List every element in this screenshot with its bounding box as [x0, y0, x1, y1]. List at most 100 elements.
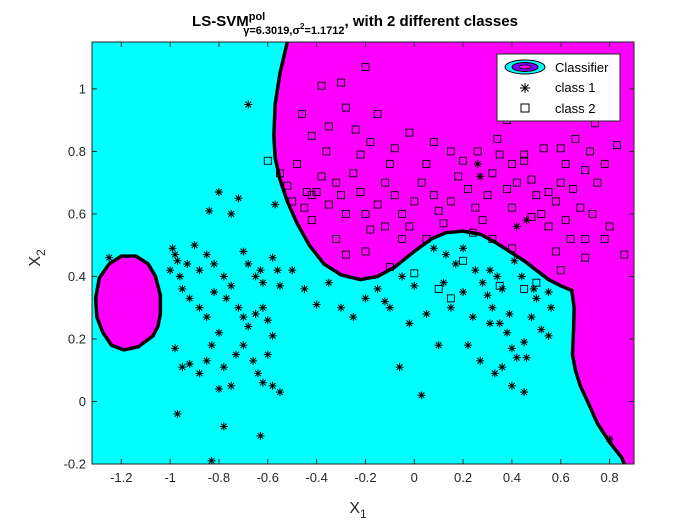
legend-class1-marker: [520, 83, 530, 93]
class2-point-29: [446, 197, 455, 206]
class2-point-81: [612, 141, 621, 150]
class1-point-32: [258, 303, 267, 312]
title-main: LS-SVM: [192, 13, 249, 30]
class1-point-96: [522, 216, 531, 225]
class2-point-59: [317, 81, 326, 90]
class2-point-26: [429, 191, 438, 200]
class2-point-38: [503, 184, 511, 193]
class2-point-8: [317, 172, 326, 181]
class1-point-18: [268, 253, 277, 262]
class2-point-5: [300, 203, 309, 212]
class1-point-105: [605, 434, 614, 443]
class1-point-98: [476, 172, 485, 181]
class2-point-96: [410, 269, 419, 278]
class2-point-86: [551, 247, 560, 256]
axes-box: [91, 41, 635, 465]
class2-point-12: [341, 209, 350, 218]
class1-point-53: [258, 378, 267, 387]
class2-point-111: [561, 216, 570, 225]
class2-point-82: [620, 250, 629, 259]
class1-point-9: [202, 250, 211, 259]
class2-point-99: [341, 250, 350, 259]
class2-point-11: [337, 191, 345, 200]
x-tick-label-2: -0.8: [208, 470, 230, 485]
class1-point-109: [510, 256, 519, 265]
class1-point-69: [373, 284, 382, 293]
title-subscript-end: =1.1712: [304, 25, 344, 37]
class2-point-108: [468, 228, 477, 237]
class1-point-65: [324, 278, 333, 287]
class1-point-21: [178, 284, 187, 293]
class2-point-74: [473, 147, 482, 156]
class1-point-1: [168, 244, 177, 253]
class2-point-54: [600, 159, 609, 168]
class1-point-113: [546, 303, 555, 312]
y-tick-label-1: 0: [79, 394, 86, 409]
class2-point-93: [507, 244, 516, 253]
class1-point-33: [263, 316, 272, 325]
class1-point-62: [288, 266, 297, 275]
class2-point-84: [588, 209, 597, 218]
class1-point-31: [251, 309, 260, 318]
class2-point-18: [381, 178, 389, 187]
class2-point-15: [361, 209, 370, 218]
class2-point-28: [439, 219, 448, 228]
decision-boundary: [272, 42, 626, 464]
class1-point-80: [488, 303, 497, 312]
class1-point-94: [507, 381, 516, 390]
title-subscript: γ=6.3019,σ: [243, 25, 300, 37]
class1-point-63: [300, 284, 309, 293]
class2-point-4: [288, 197, 297, 206]
class1-point-102: [442, 250, 451, 259]
class1-point-76: [459, 288, 468, 297]
class2-point-65: [341, 103, 350, 112]
legend: Classifier class 1 class 2: [496, 53, 621, 122]
class2-point-25: [422, 159, 431, 168]
class1-point-15: [251, 272, 260, 281]
class1-point-97: [512, 222, 521, 231]
class2-point-37: [495, 150, 504, 159]
x-tick-label-6: 0: [411, 470, 418, 485]
class1-point-74: [434, 341, 443, 350]
class2-point-0: [263, 156, 272, 165]
class1-point-86: [527, 313, 536, 322]
class1-point-117: [505, 309, 514, 318]
class1-point-47: [256, 431, 265, 440]
y-tick-label-4: 0.6: [68, 206, 86, 221]
class1-point-43: [178, 363, 187, 372]
class1-point-68: [361, 294, 370, 303]
x-axis-label-main: X: [349, 500, 360, 517]
class1-point-28: [234, 303, 243, 312]
class2-point-66: [324, 122, 333, 131]
class1-point-30: [244, 322, 253, 331]
class1-point-54: [263, 350, 272, 359]
class1-point-107: [485, 266, 494, 275]
class1-point-115: [468, 313, 477, 322]
class2-point-10: [332, 178, 341, 187]
class2-point-3: [293, 159, 302, 168]
class2-point-63: [366, 138, 375, 146]
class2-point-87: [556, 266, 565, 275]
class1-point-23: [195, 303, 204, 312]
class1-point-19: [273, 266, 282, 275]
class1-point-57: [227, 381, 236, 390]
x-tick-label-10: 0.8: [601, 470, 619, 485]
legend-classifier-icon: [504, 59, 546, 75]
class1-point-39: [207, 341, 216, 350]
y-axis-label: X2: [27, 249, 48, 267]
class2-point-94: [459, 256, 468, 265]
class2-point-89: [600, 234, 609, 243]
y-axis-label-sub: 2: [34, 249, 48, 256]
class2-point-14: [356, 188, 365, 196]
class1-point-26: [219, 272, 228, 281]
class1-point-84: [512, 353, 521, 362]
class1-point-121: [405, 319, 414, 328]
class1-point-119: [439, 278, 448, 287]
class1-point-34: [268, 331, 277, 340]
class1-point-60: [244, 100, 253, 109]
class1-point-5: [175, 272, 184, 281]
class2-point-23: [410, 197, 419, 206]
class1-point-95: [520, 388, 529, 397]
title-subscript-sup: 2: [300, 22, 305, 31]
class1-point-52: [254, 369, 263, 378]
